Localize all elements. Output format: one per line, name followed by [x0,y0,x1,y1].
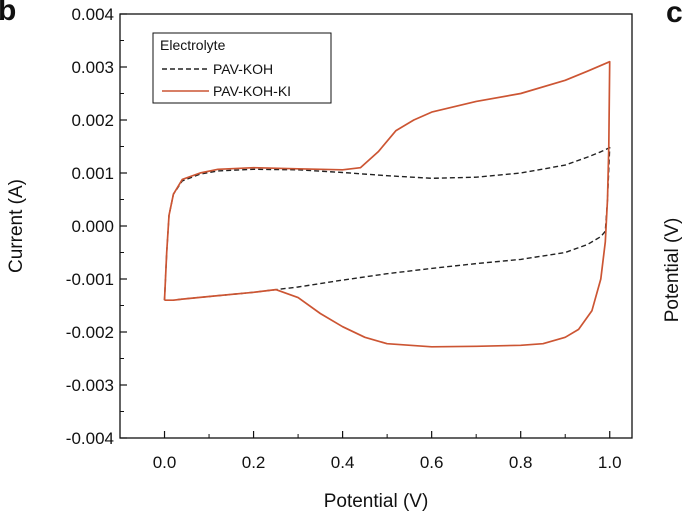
x-tick-label: 0.8 [509,453,533,472]
y-tick-label: 0.003 [71,58,114,77]
y-tick-label: -0.002 [66,323,114,342]
series-lines [163,60,611,348]
series-line-pav-koh-ki [163,60,611,348]
legend-label-pav-koh: PAV-KOH [213,61,273,77]
x-tick-labels: 0.0 0.2 0.4 0.6 0.8 1.0 [153,453,622,472]
right-panel-axis-label: Potential (V) [662,218,683,323]
y-tick-label: 0.001 [71,164,114,183]
y-tick-label: 0.004 [71,5,114,24]
panel-letter-right: c [666,0,683,29]
x-tick-label: 0.0 [153,453,177,472]
y-tick-label: 0.002 [71,111,114,130]
x-tick-label: 0.6 [420,453,444,472]
y-tick-label: -0.004 [66,429,114,448]
axis-ticks [120,13,611,439]
series-line-pav-koh [163,146,611,301]
y-tick-labels: 0.004 0.003 0.002 0.001 0.000 -0.001 -0.002 -0.… [66,5,114,448]
legend-label-pav-koh-ki: PAV-KOH-KI [213,83,291,99]
x-axis-title: Potential (V) [324,491,429,512]
y-tick-label: -0.003 [66,376,114,395]
panel-letter-left: b [0,0,16,27]
legend: Electrolyte PAV-KOH PAV-KOH-KI [152,32,332,104]
y-axis-title: Current (A) [6,179,27,273]
x-tick-label: 0.2 [242,453,266,472]
x-tick-label: 1.0 [598,453,622,472]
y-tick-label: 0.000 [71,217,114,236]
y-tick-label: -0.001 [66,270,114,289]
x-tick-label: 0.4 [331,453,355,472]
legend-title: Electrolyte [160,37,226,53]
